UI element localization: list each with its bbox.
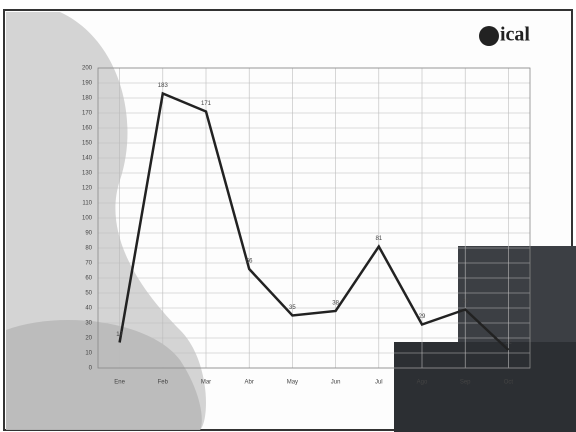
data-line — [118, 91, 510, 351]
y-tick-label: 30 — [85, 321, 92, 327]
y-tick-label: 160 — [82, 126, 93, 132]
y-tick-label: 150 — [82, 141, 93, 147]
y-tick-label: 20 — [85, 336, 92, 342]
y-tick-label: 90 — [85, 231, 92, 237]
data-label: 183 — [158, 83, 169, 89]
y-tick-label: 200 — [82, 66, 93, 72]
y-tick-label: 70 — [85, 261, 92, 267]
y-tick-label: 40 — [85, 306, 92, 312]
x-tick-label: Abr — [245, 380, 254, 386]
x-tick-label: Mar — [201, 380, 211, 386]
data-label: 39 — [462, 299, 469, 305]
y-tick-label: 120 — [82, 186, 93, 192]
x-tick-label: May — [287, 380, 298, 386]
x-tick-label: Ene — [114, 380, 125, 386]
data-label: 12 — [505, 340, 512, 346]
x-tick-label: Jul — [375, 380, 383, 386]
y-tick-label: 10 — [85, 351, 92, 357]
y-tick-label: 50 — [85, 291, 92, 297]
y-tick-label: 130 — [82, 171, 93, 177]
x-tick-label: Ago — [417, 380, 428, 386]
data-label: 17 — [116, 332, 123, 338]
y-tick-label: 180 — [82, 96, 93, 102]
decor-blob-lower — [6, 320, 202, 430]
plot: 0 10 20 30 40 50 60 70 80 90 100 110 120 130 140 150 160… — [82, 66, 531, 386]
x-tick-label: Sep — [460, 380, 471, 386]
y-tick-label: 190 — [82, 81, 93, 87]
data-label: 171 — [201, 101, 212, 107]
data-label: 35 — [289, 305, 296, 311]
y-tick-label: 60 — [85, 276, 92, 282]
y-tick-label: 80 — [85, 246, 92, 252]
x-tick-label: Jun — [331, 380, 341, 386]
decor-block-lower — [394, 342, 576, 432]
logo-mark — [479, 26, 499, 46]
data-label: 29 — [419, 314, 426, 320]
y-tick-label: 140 — [82, 156, 93, 162]
x-tick-label: Oct — [504, 380, 514, 386]
y-tick-label: 110 — [82, 201, 92, 207]
x-tick-label: Feb — [158, 380, 169, 386]
y-tick-label: 0 — [89, 366, 93, 372]
logo-text: ical — [500, 24, 530, 46]
plot-frame — [97, 67, 531, 369]
data-label: 81 — [375, 236, 382, 242]
data-label: 38 — [332, 301, 339, 307]
y-tick-label: 170 — [82, 111, 93, 117]
data-label: 66 — [246, 259, 253, 265]
y-tick-label: 100 — [82, 216, 93, 222]
